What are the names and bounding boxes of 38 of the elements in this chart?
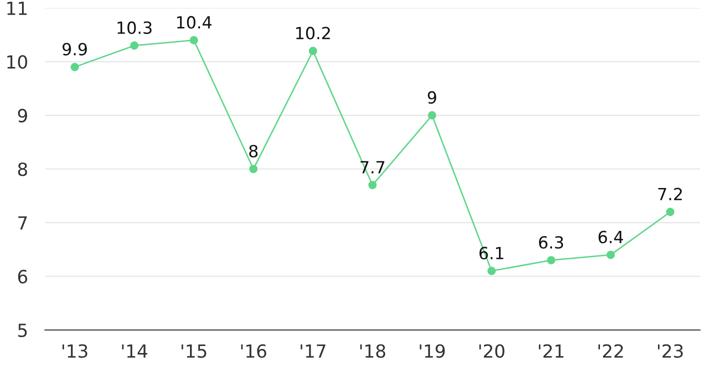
point	[308, 46, 318, 56]
y-tick-label: 8	[18, 162, 28, 176]
x-tick-label: '15	[182, 344, 206, 358]
x-tick-label: '23	[658, 344, 683, 358]
x-tick-label: '18	[360, 344, 386, 358]
point	[368, 180, 377, 190]
x-tick-label: '21	[538, 344, 564, 358]
x-tick-label: '22	[598, 344, 623, 358]
data-label: 6.4	[598, 230, 623, 244]
y-tick-label: 6	[18, 270, 28, 284]
x-tick-label: '17	[300, 344, 326, 358]
point	[546, 256, 556, 264]
data-label: 7.2	[658, 188, 682, 200]
point	[606, 250, 615, 260]
data-label: 9.9	[62, 42, 87, 56]
data-label: 8	[249, 144, 258, 158]
x-tick-label: '16	[241, 344, 266, 358]
point	[249, 164, 258, 174]
point	[487, 266, 496, 276]
y-tick-label: 11	[7, 2, 27, 15]
x-tick-label: '20	[479, 344, 504, 358]
point	[190, 36, 198, 44]
data-label: 10.4	[177, 16, 212, 29]
y-tick-label: 10	[7, 55, 28, 69]
x-tick-label: '13	[62, 344, 88, 358]
y-tick-label: 7	[18, 216, 27, 230]
data-label: 9	[428, 91, 436, 104]
data-label: 6.3	[539, 236, 564, 249]
point	[130, 41, 138, 50]
data-label: 10.2	[296, 26, 330, 40]
y-tick-label: 5	[18, 324, 27, 338]
y-tick-label: 9	[18, 108, 28, 122]
point	[428, 111, 436, 120]
point	[666, 208, 674, 216]
x-tick-label: '19	[420, 344, 445, 358]
point	[70, 62, 79, 72]
data-label: 10.3	[118, 21, 152, 34]
x-tick-label: '14	[122, 344, 148, 358]
